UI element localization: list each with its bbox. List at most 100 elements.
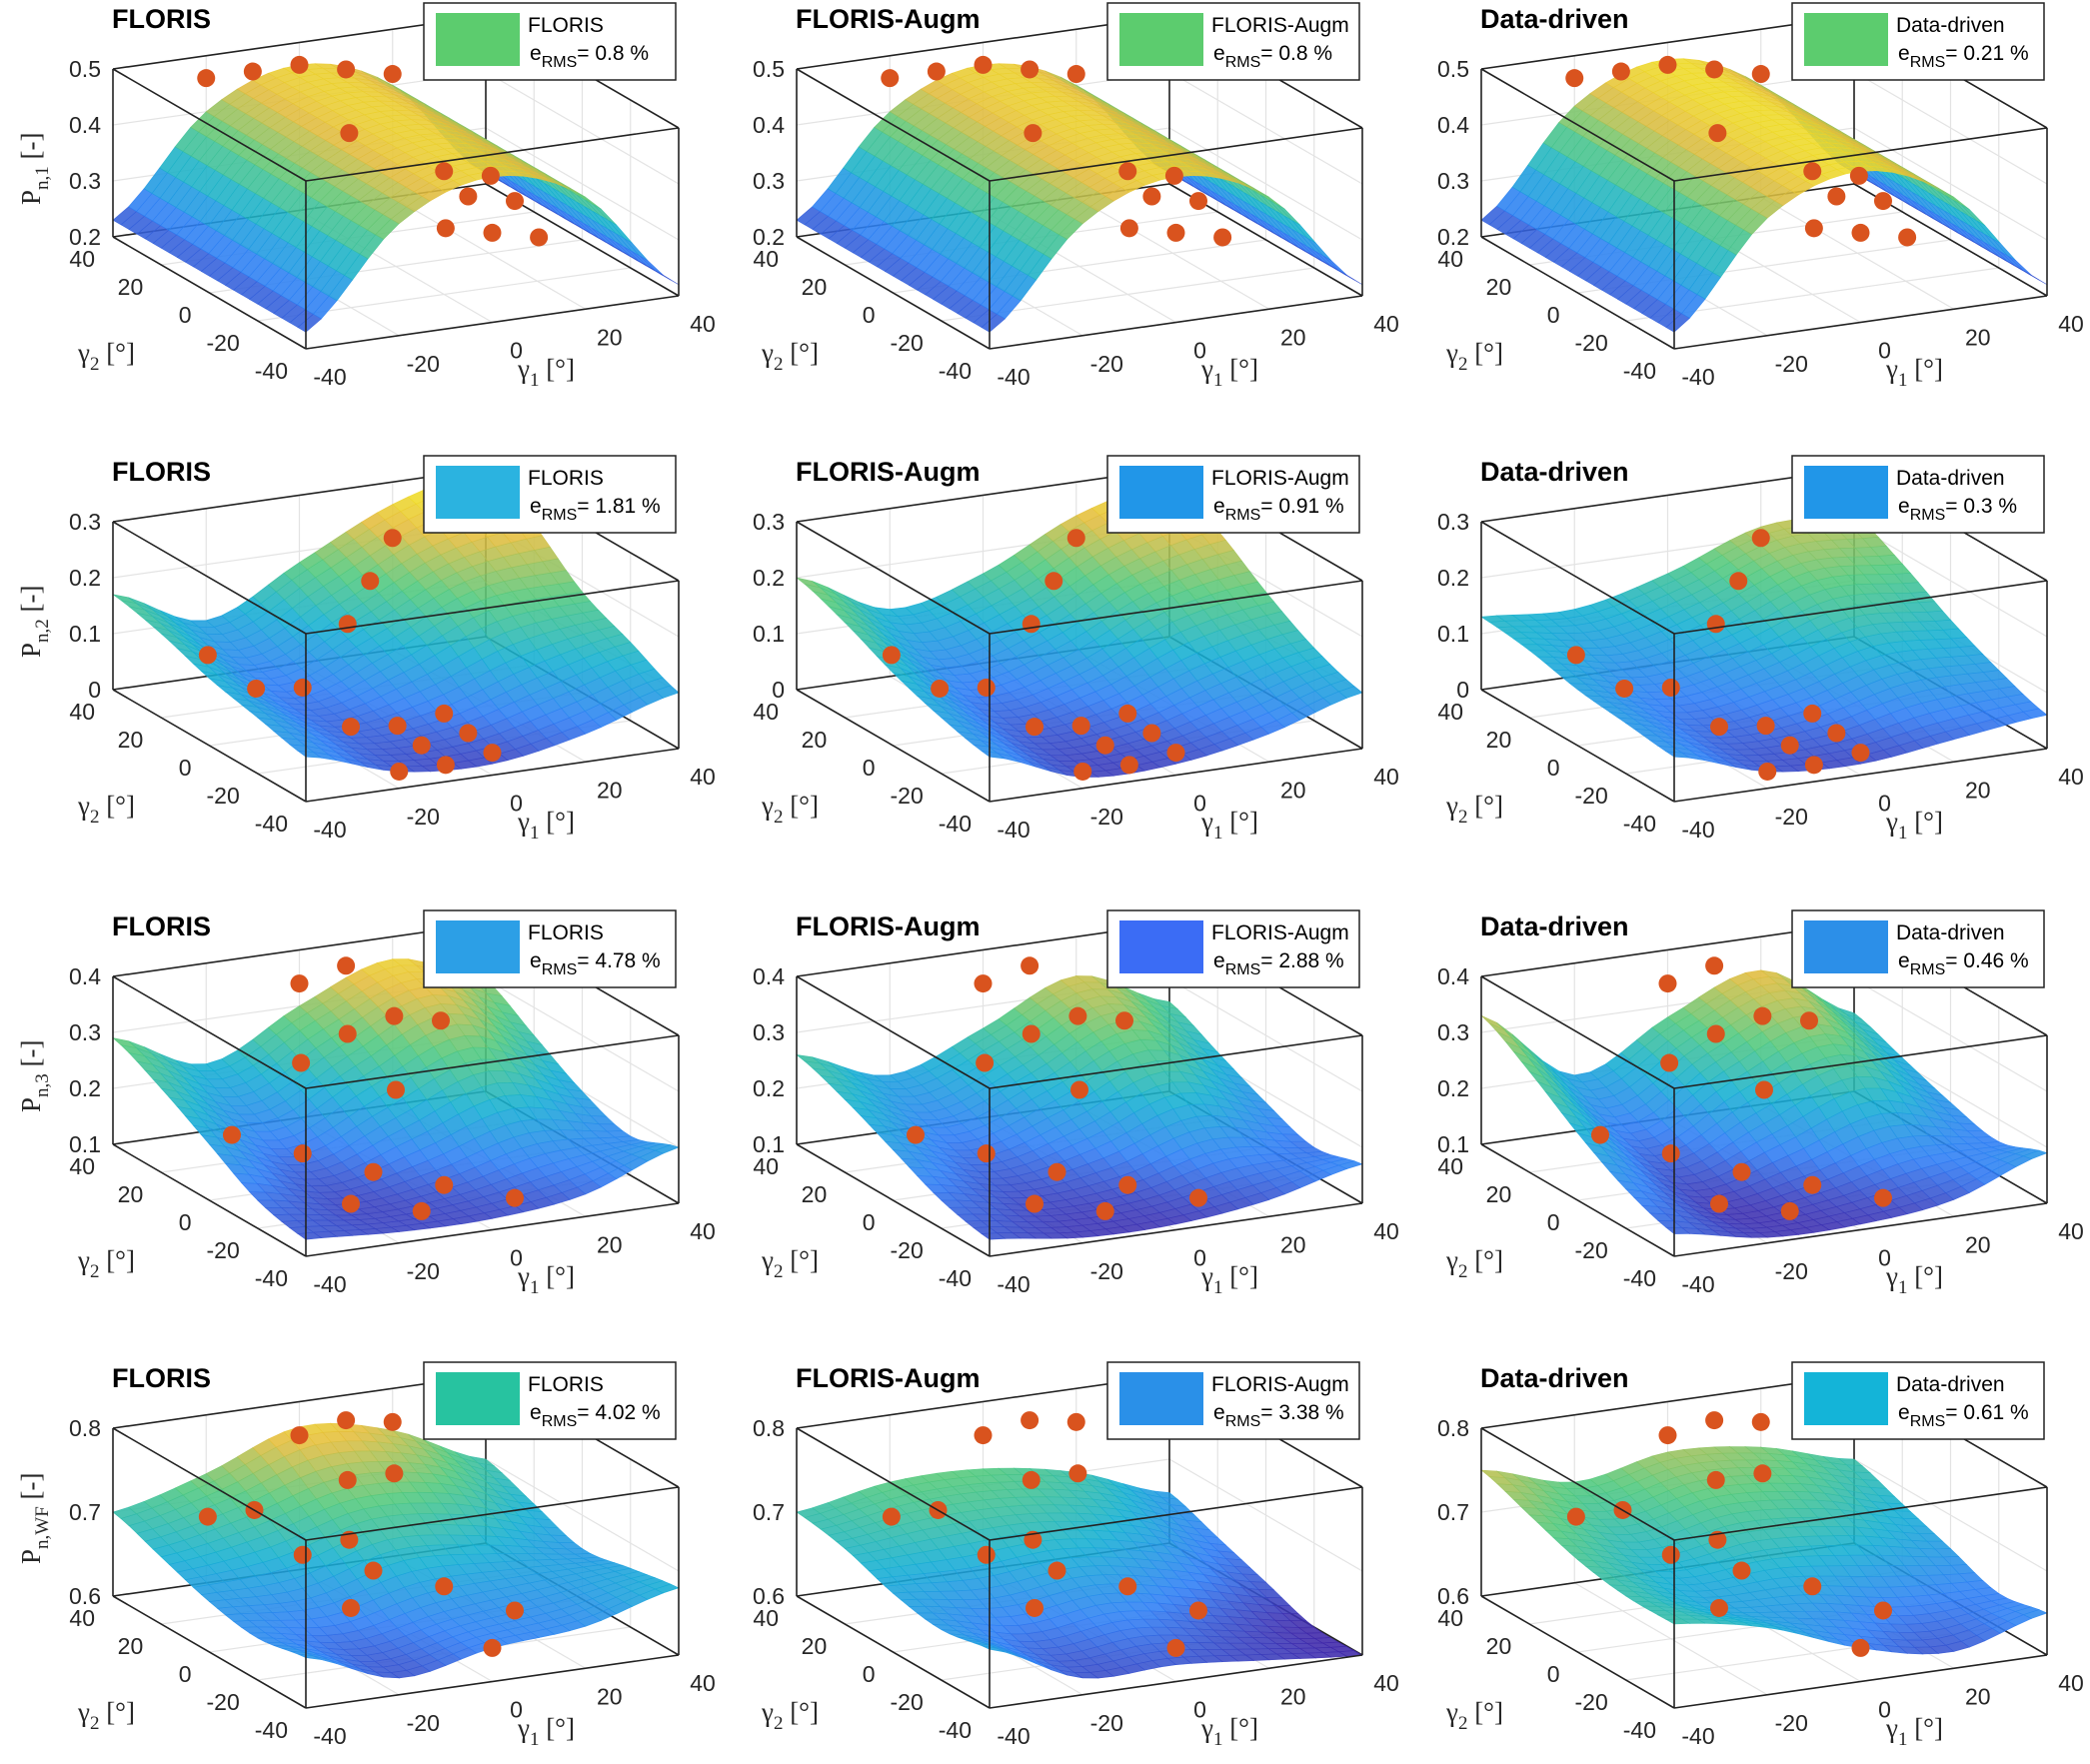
- z-tick-label: 0.4: [1437, 112, 1469, 138]
- legend-label: FLORIS: [528, 467, 604, 490]
- gamma1-tick-label: -40: [1681, 364, 1714, 390]
- box-edge: [305, 295, 680, 350]
- measured-point: [506, 1188, 524, 1207]
- gamma1-axis-label: γ1 [°]: [517, 354, 575, 391]
- z-tick-label: 0.1: [69, 1131, 101, 1157]
- measured-point: [1164, 166, 1183, 185]
- gamma2-tick-label: 0: [1547, 302, 1560, 328]
- box-edge: [796, 68, 991, 182]
- surface-patch: [1314, 251, 1339, 271]
- box-edge: [796, 236, 991, 350]
- gamma1-tick-label: 0: [1193, 791, 1206, 817]
- surface: [796, 479, 1363, 778]
- measured-point: [197, 69, 216, 88]
- measured-point: [1142, 724, 1161, 743]
- gamma2-tick-label: 40: [1437, 246, 1463, 272]
- legend-error: eRMS= 0.21 %: [1898, 42, 2029, 71]
- gamma2-tick-label: 0: [863, 755, 876, 781]
- z-tick-label: 0.3: [69, 1019, 101, 1045]
- gamma2-axis-label: γ2 [°]: [1445, 338, 1503, 375]
- surface-patch: [1322, 255, 1347, 276]
- box-edge: [112, 689, 307, 803]
- box-edge: [1673, 748, 2048, 803]
- surface: [1480, 513, 2048, 773]
- gamma1-axis-label: γ1 [°]: [1200, 807, 1258, 844]
- z-tick-label: 0: [88, 677, 101, 703]
- measured-point: [977, 678, 996, 697]
- legend-swatch: [436, 920, 520, 973]
- panel-title: FLORIS-Augm: [796, 457, 980, 487]
- measured-point: [1758, 762, 1777, 781]
- measured-point: [435, 704, 454, 723]
- measured-point: [1026, 718, 1044, 737]
- measured-point: [1071, 717, 1090, 736]
- gamma2-tick-label: 20: [802, 274, 828, 300]
- measured-point: [483, 744, 502, 763]
- surface-plot-3-1: 0.1 0.2 0.3 0.4 -40 -40 -20 -20 0 0 20 20 40 40 γ2 [°]…: [0, 907, 716, 1348]
- gamma2-tick-label: 40: [69, 1153, 95, 1179]
- gamma2-tick-label: -40: [255, 358, 288, 384]
- measured-point: [1566, 646, 1585, 665]
- gamma2-tick-label: -40: [1623, 811, 1656, 837]
- gamma1-tick-label: -20: [1775, 804, 1808, 830]
- measured-point: [1066, 529, 1085, 548]
- measured-point: [530, 228, 549, 247]
- z-tick-label: 0.4: [69, 963, 101, 989]
- z-tick-label: 0.5: [753, 56, 785, 82]
- measured-point: [198, 646, 217, 665]
- measured-point: [337, 956, 356, 975]
- surface: [1480, 58, 2048, 333]
- measured-point: [1851, 744, 1870, 763]
- gridline: [485, 978, 680, 1092]
- panel-title: FLORIS-Augm: [796, 4, 980, 34]
- measured-point: [931, 679, 950, 698]
- panel-title: Data-driven: [1480, 457, 1629, 487]
- measured-point: [1827, 724, 1846, 743]
- box-edge: [1480, 236, 1675, 350]
- measured-point: [435, 1175, 454, 1194]
- gridline: [1168, 71, 1363, 185]
- surface-plot-2-1: 0 0.1 0.2 0.3 -40 -40 -20 -20 0 0 20 20 40 40 γ2 [°] γ1…: [0, 453, 716, 893]
- gamma1-tick-label: -40: [313, 1271, 346, 1297]
- gamma2-tick-label: 40: [753, 246, 779, 272]
- box-edge: [1480, 521, 1675, 635]
- box-edge: [989, 295, 1363, 350]
- z-tick-label: 0.2: [69, 1075, 101, 1101]
- gamma1-tick-label: 20: [597, 777, 623, 803]
- gamma1-tick-label: -20: [1090, 804, 1123, 830]
- measured-point: [1615, 679, 1634, 698]
- measured-point: [1710, 718, 1728, 737]
- measured-point: [1804, 756, 1823, 775]
- surface-plot-1-2: 0.2 0.3 0.4 0.5 -40 -40 -20 -20 0 0 20 20 40 40 γ2 [°]…: [684, 0, 1399, 441]
- measured-point: [1706, 615, 1725, 634]
- gamma2-tick-label: -40: [939, 811, 972, 837]
- gamma2-tick-label: 20: [802, 727, 828, 753]
- gamma2-tick-label: 40: [1437, 699, 1463, 725]
- gamma2-tick-label: -20: [891, 783, 924, 809]
- measured-point: [1827, 187, 1846, 206]
- z-tick-label: 0.3: [1437, 509, 1469, 535]
- legend-label: FLORIS-Augm: [1211, 467, 1349, 490]
- measured-point: [1166, 744, 1185, 763]
- panel-title: Data-driven: [1480, 4, 1629, 34]
- measured-point: [290, 974, 309, 993]
- gridline: [485, 127, 680, 241]
- gamma1-tick-label: 20: [1280, 777, 1306, 803]
- box-edge: [1673, 295, 2048, 350]
- gamma2-tick-label: -20: [207, 783, 240, 809]
- gamma1-tick-label: -40: [313, 817, 346, 843]
- surface-patch: [639, 255, 664, 276]
- measured-point: [459, 724, 478, 743]
- gamma1-axis-label: γ1 [°]: [1885, 354, 1943, 391]
- measured-point: [1751, 529, 1770, 548]
- gamma2-tick-label: -20: [207, 1237, 240, 1263]
- measured-point: [387, 1080, 405, 1099]
- z-tick-label: 0.2: [753, 565, 785, 591]
- gamma2-tick-label: -20: [1575, 330, 1608, 356]
